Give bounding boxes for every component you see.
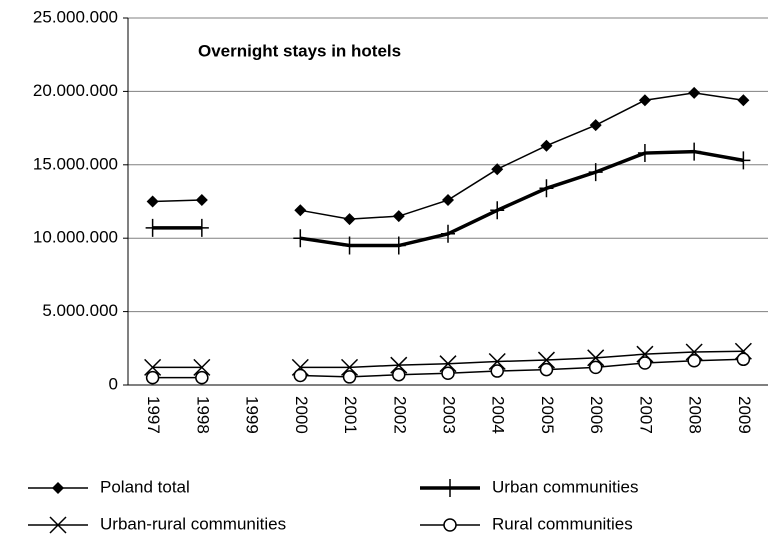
series-marker — [736, 352, 751, 367]
x-tick-label: 2008 — [686, 396, 705, 434]
series-marker — [587, 349, 605, 367]
x-tick-label: 2002 — [390, 396, 409, 434]
y-tick-label: 5.000.000 — [42, 301, 118, 320]
series-marker — [588, 360, 603, 375]
series-marker — [145, 370, 160, 385]
y-tick-label: 0 — [109, 374, 118, 393]
x-tick-label: 2003 — [440, 396, 459, 434]
series-marker — [144, 358, 162, 376]
x-tick-label: 1997 — [144, 396, 163, 434]
series-marker — [537, 351, 555, 369]
series-marker — [687, 354, 701, 368]
x-tick-label: 2001 — [341, 396, 360, 434]
series-marker — [341, 358, 359, 376]
series-marker — [540, 139, 553, 152]
y-tick-label: 10.000.000 — [33, 228, 118, 247]
series-marker — [737, 94, 750, 107]
y-tick-label: 25.000.000 — [33, 7, 118, 26]
series-marker — [390, 356, 408, 374]
series-marker — [145, 218, 160, 237]
series-marker — [293, 229, 308, 248]
x-tick-label: 2000 — [292, 396, 311, 434]
series-marker — [539, 179, 554, 198]
x-tick-label: 1999 — [243, 396, 262, 434]
x-tick-label: 2006 — [587, 396, 606, 434]
series-marker — [441, 224, 455, 243]
series-marker — [637, 144, 652, 163]
series-marker — [195, 194, 208, 207]
series-marker — [439, 355, 457, 373]
series-marker — [441, 366, 455, 381]
series-marker — [193, 358, 211, 376]
chart-annotation: Overnight stays in hotels — [198, 41, 401, 60]
series-marker — [588, 163, 603, 182]
series-marker — [736, 151, 751, 170]
legend-marker — [49, 516, 67, 534]
series-marker — [638, 94, 651, 107]
legend-marker — [443, 518, 457, 532]
series-marker — [490, 364, 504, 378]
legend-label: Poland total — [100, 477, 190, 496]
series-line — [152, 92, 744, 220]
legend-marker — [443, 479, 457, 497]
x-tick-label: 1998 — [193, 396, 212, 434]
series-marker — [194, 218, 209, 237]
series-marker — [488, 352, 506, 371]
series-marker — [343, 213, 356, 226]
series-marker — [638, 356, 652, 370]
series-marker — [342, 236, 357, 255]
series-line — [152, 350, 744, 369]
series-marker — [391, 236, 406, 255]
legend-label: Urban communities — [492, 477, 638, 496]
series-marker — [294, 204, 307, 217]
y-tick-label: 15.000.000 — [33, 154, 118, 173]
series-marker — [442, 194, 454, 207]
x-tick-label: 2007 — [636, 396, 655, 434]
series-line — [152, 358, 744, 379]
x-tick-label: 2004 — [489, 396, 508, 434]
series-marker — [146, 195, 159, 208]
y-tick-label: 20.000.000 — [33, 81, 118, 100]
series-marker — [688, 86, 701, 99]
legend-marker — [52, 482, 64, 494]
x-tick-label: 2005 — [538, 396, 557, 434]
series-marker — [342, 370, 357, 384]
series-line — [152, 149, 744, 248]
series-marker — [392, 210, 405, 223]
series-marker — [687, 142, 702, 161]
series-marker — [490, 201, 505, 220]
legend-label: Urban-rural communities — [100, 514, 286, 533]
x-tick-label: 2009 — [735, 396, 754, 434]
series-marker — [392, 367, 406, 382]
series-marker — [539, 362, 554, 377]
series-marker — [293, 368, 308, 383]
series-marker — [491, 163, 504, 176]
series-marker — [195, 370, 209, 385]
legend-label: Rural communities — [492, 514, 633, 533]
series-marker — [589, 119, 602, 132]
